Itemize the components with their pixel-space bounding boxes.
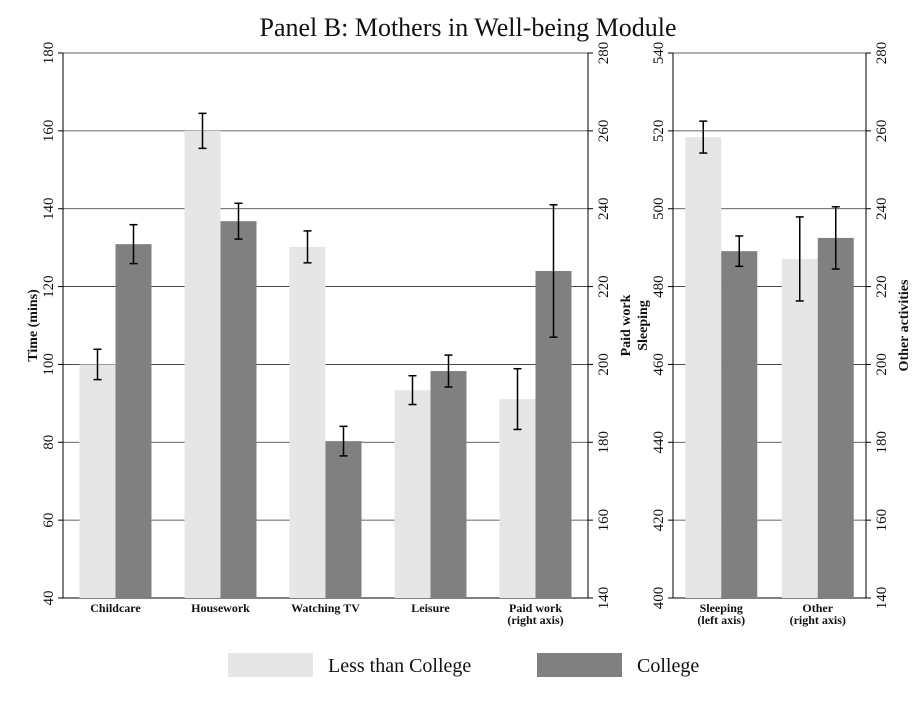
bar <box>220 221 257 598</box>
y2-tick-label: 240 <box>596 197 612 220</box>
legend-swatch <box>228 653 313 677</box>
bar <box>817 237 854 599</box>
bar <box>79 364 116 598</box>
y2-tick-label: 200 <box>874 353 890 376</box>
y2-tick-label: 200 <box>596 353 612 376</box>
x-tick-label: Leisure <box>411 601 450 615</box>
y2-tick-label: 160 <box>874 509 890 532</box>
y-axis-label: Sleeping <box>636 300 651 351</box>
y-tick-label: 540 <box>651 42 667 65</box>
x-tick-label: (right axis) <box>507 613 563 627</box>
y2-tick-label: 140 <box>596 587 612 610</box>
bar <box>184 130 221 598</box>
x-tick-label: (right axis) <box>790 613 846 627</box>
bar <box>721 251 758 598</box>
y-tick-label: 400 <box>651 587 667 610</box>
y-tick-label: 460 <box>651 353 667 376</box>
y-tick-label: 500 <box>651 197 667 220</box>
y-tick-label: 480 <box>651 275 667 298</box>
y-tick-label: 440 <box>651 431 667 454</box>
y2-tick-label: 140 <box>874 587 890 610</box>
y-axis-label: Time (mins) <box>26 289 41 362</box>
y2-axis-label: Other activities <box>897 279 912 371</box>
legend-label: Less than College <box>328 655 471 677</box>
chart-title: Panel B: Mothers in Well-being Module <box>260 13 677 42</box>
y2-tick-label: 260 <box>874 120 890 143</box>
bar <box>289 246 326 598</box>
y-tick-label: 140 <box>41 197 57 220</box>
y-tick-label: 420 <box>651 509 667 532</box>
x-tick-label: Watching TV <box>291 601 360 615</box>
legend-swatch <box>537 653 622 677</box>
x-tick-label: (left axis) <box>697 613 745 627</box>
y2-axis-label: Paid work <box>619 294 634 356</box>
x-tick-label: Childcare <box>90 601 141 615</box>
y2-tick-label: 220 <box>596 275 612 298</box>
bar <box>685 137 722 599</box>
y-tick-label: 160 <box>41 120 57 143</box>
y2-tick-label: 180 <box>596 431 612 454</box>
y2-tick-label: 160 <box>596 509 612 532</box>
y2-tick-label: 240 <box>874 197 890 220</box>
y2-tick-label: 280 <box>874 42 890 65</box>
x-tick-label: Other <box>802 601 833 615</box>
legend-label: College <box>637 655 699 677</box>
y2-tick-label: 180 <box>874 431 890 454</box>
bar <box>430 371 467 598</box>
y-tick-label: 520 <box>651 120 667 143</box>
bar <box>781 258 818 598</box>
y2-tick-label: 220 <box>874 275 890 298</box>
y-tick-label: 40 <box>41 591 57 606</box>
y-tick-label: 120 <box>41 275 57 298</box>
y-tick-label: 100 <box>41 353 57 376</box>
y2-tick-label: 280 <box>596 42 612 65</box>
bar <box>499 399 536 598</box>
y-tick-label: 180 <box>41 42 57 65</box>
x-tick-label: Paid work <box>509 601 562 615</box>
y-tick-label: 80 <box>41 435 57 450</box>
bar <box>325 441 362 598</box>
y-tick-label: 60 <box>41 513 57 528</box>
x-tick-label: Sleeping <box>700 601 743 615</box>
bar <box>115 244 152 598</box>
bar <box>394 390 431 598</box>
y2-tick-label: 260 <box>596 120 612 143</box>
x-tick-label: Housework <box>191 601 250 615</box>
